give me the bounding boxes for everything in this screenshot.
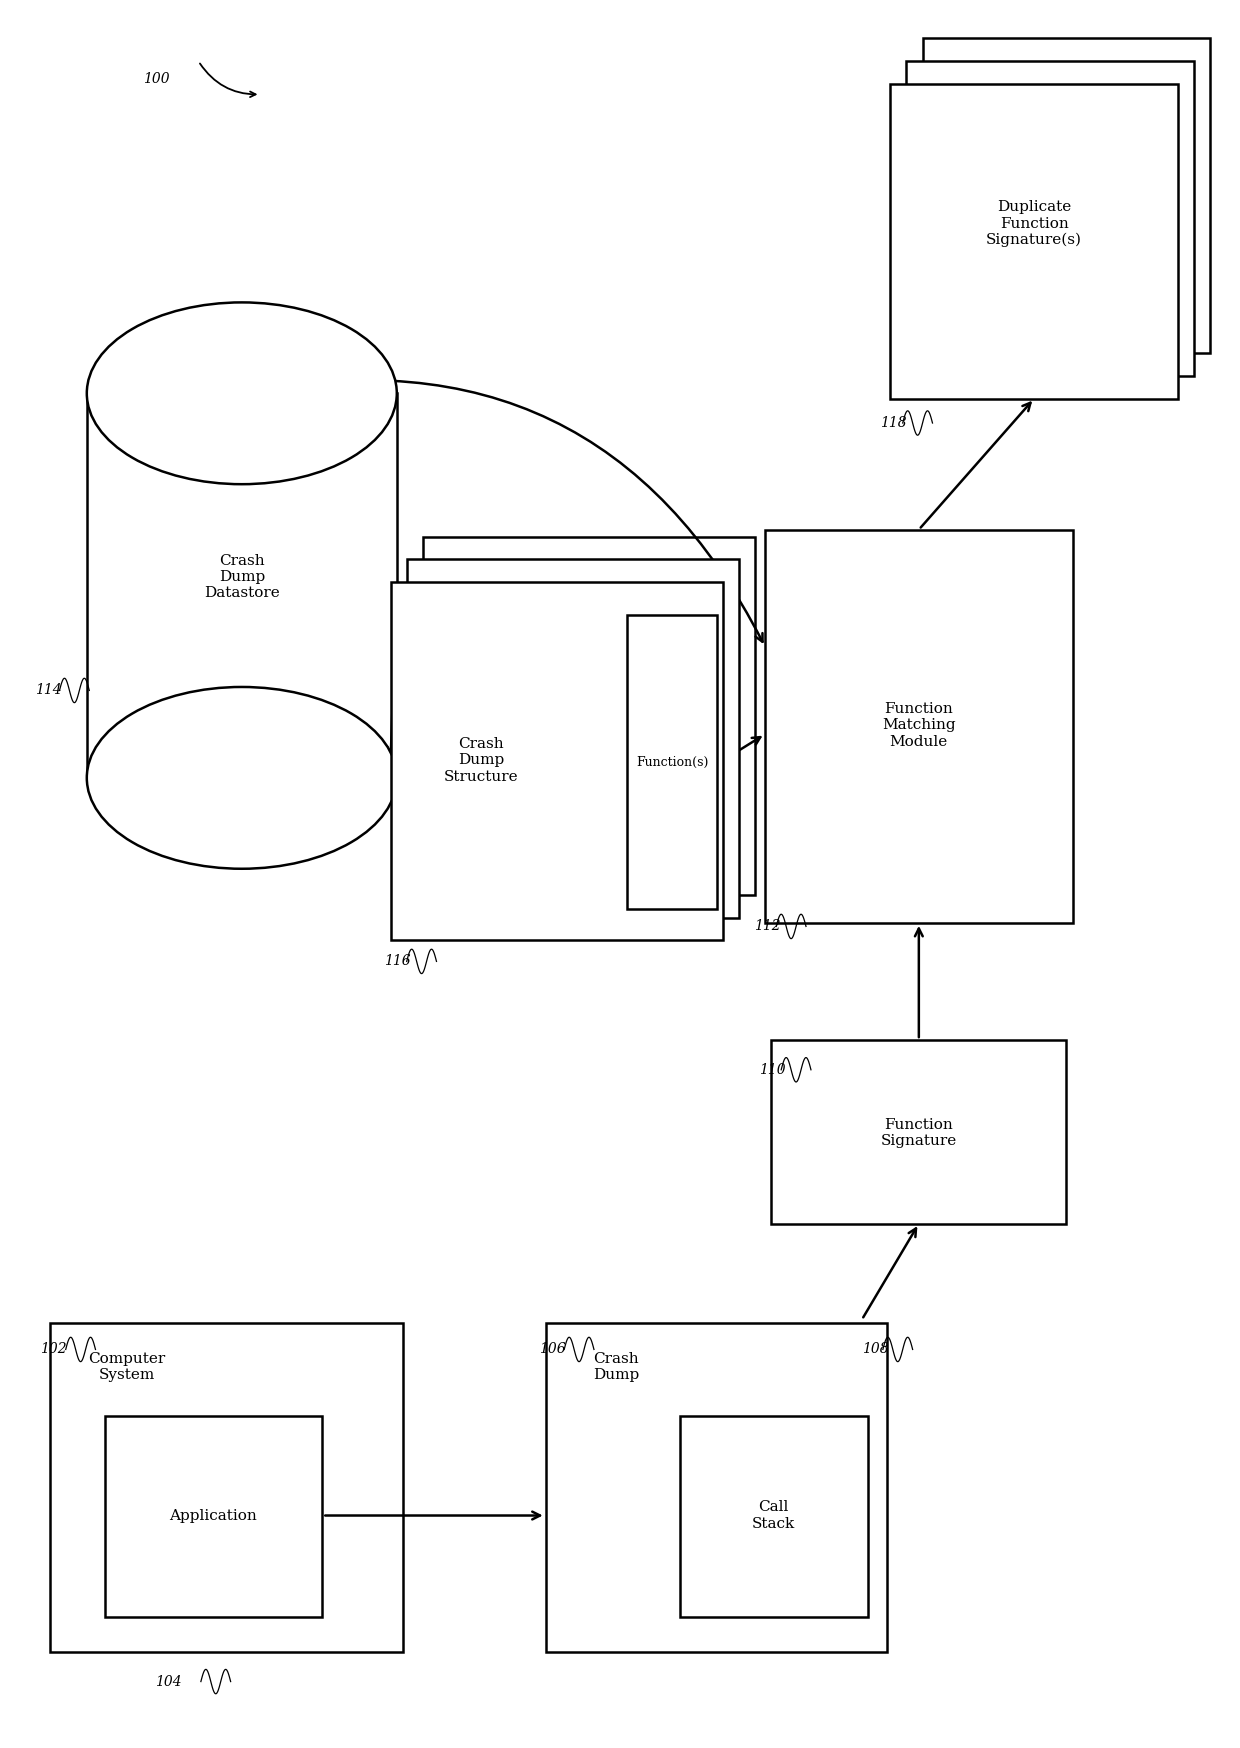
Text: Function
Matching
Module: Function Matching Module bbox=[882, 703, 956, 748]
Text: Computer
System: Computer System bbox=[88, 1351, 165, 1383]
Text: Call
Stack: Call Stack bbox=[753, 1500, 795, 1531]
Bar bbox=[771, 1040, 1066, 1224]
Bar bbox=[546, 1323, 887, 1652]
Bar bbox=[627, 615, 717, 909]
Bar bbox=[906, 61, 1194, 376]
Bar bbox=[923, 38, 1210, 353]
Text: 108: 108 bbox=[862, 1342, 888, 1356]
Text: Function(s): Function(s) bbox=[636, 755, 708, 769]
Polygon shape bbox=[87, 393, 397, 778]
Text: 112: 112 bbox=[754, 919, 780, 933]
Bar bbox=[407, 559, 739, 918]
Bar bbox=[890, 84, 1178, 399]
Text: 114: 114 bbox=[35, 683, 61, 697]
Bar bbox=[391, 582, 723, 940]
Text: 118: 118 bbox=[880, 416, 906, 430]
Text: 102: 102 bbox=[40, 1342, 66, 1356]
Bar bbox=[765, 530, 1073, 923]
Text: 106: 106 bbox=[539, 1342, 565, 1356]
Bar bbox=[105, 1416, 322, 1617]
Bar bbox=[423, 537, 755, 895]
Bar bbox=[680, 1416, 868, 1617]
Bar bbox=[50, 1323, 403, 1652]
Text: 104: 104 bbox=[155, 1675, 181, 1689]
Text: Duplicate
Function
Signature(s): Duplicate Function Signature(s) bbox=[986, 201, 1083, 246]
Text: Crash
Dump: Crash Dump bbox=[593, 1351, 640, 1383]
Text: Crash
Dump
Datastore: Crash Dump Datastore bbox=[203, 554, 280, 600]
Ellipse shape bbox=[87, 687, 397, 869]
Text: Application: Application bbox=[170, 1509, 257, 1523]
Text: 110: 110 bbox=[759, 1063, 785, 1077]
Text: 100: 100 bbox=[143, 72, 169, 86]
Text: Crash
Dump
Structure: Crash Dump Structure bbox=[444, 738, 518, 783]
Text: 116: 116 bbox=[384, 954, 410, 968]
Text: Function
Signature: Function Signature bbox=[880, 1117, 957, 1148]
Ellipse shape bbox=[87, 302, 397, 484]
